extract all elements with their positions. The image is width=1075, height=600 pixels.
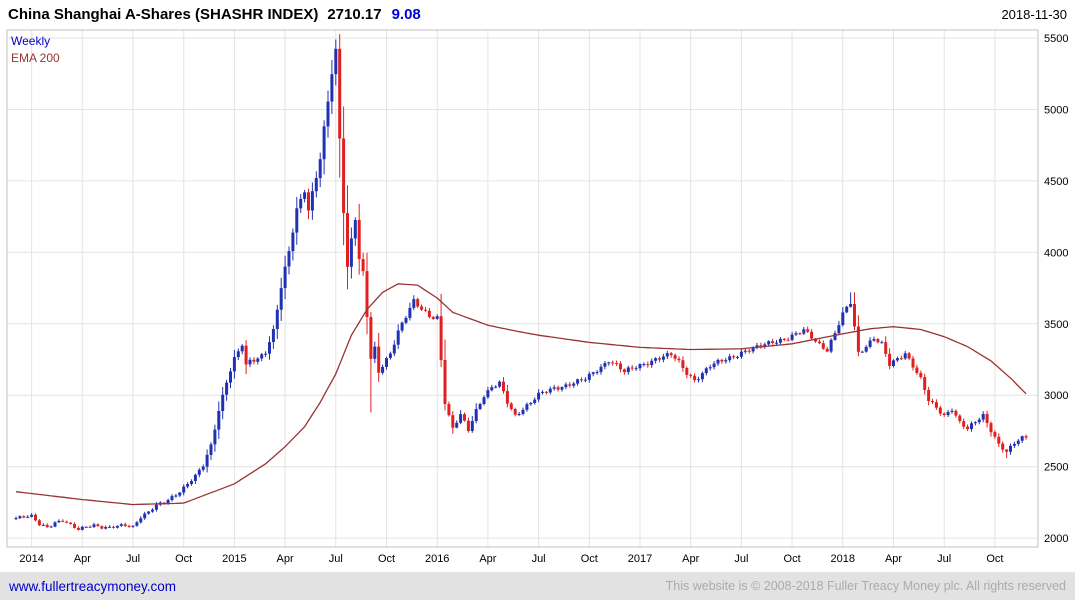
price-chart: 2000 2500 3000 3500 4000 4500 5000 5500 2014 Apr J… — [6, 29, 1068, 565]
legend-ema: EMA 200 — [11, 51, 60, 65]
candles — [14, 34, 1028, 531]
chart-title: China Shanghai A-Shares (SHASHR INDEX) — [8, 5, 319, 23]
plot-frame — [6, 29, 1039, 548]
x-tick-label: 2018 — [831, 553, 855, 565]
x-tick-label: Apr — [682, 553, 699, 565]
x-tick-label: Jul — [937, 553, 951, 565]
chart-legend: Weekly EMA 200 — [11, 33, 60, 67]
price-change: 9.08 — [391, 5, 421, 23]
ema-line — [15, 283, 1027, 506]
last-price: 2710.17 — [327, 5, 382, 23]
title-group: China Shanghai A-Shares (SHASHR INDEX) 27… — [8, 6, 421, 23]
y-tick-label: 5000 — [1044, 105, 1068, 117]
x-tick-label: Apr — [74, 553, 91, 565]
x-tick-label: 2017 — [628, 553, 652, 565]
x-tick-label: Oct — [986, 553, 1003, 565]
page-footer: www.fullertreacymoney.com This website i… — [0, 572, 1075, 600]
y-tick-label: 2000 — [1044, 533, 1068, 545]
y-tick-label: 5500 — [1044, 33, 1068, 45]
as-of-date: 2018-11-30 — [1001, 6, 1067, 22]
y-tick-label: 3500 — [1044, 319, 1068, 331]
x-tick-label: Apr — [277, 553, 294, 565]
site-link[interactable]: www.fullertreacymoney.com — [9, 578, 177, 594]
x-tick-label: 2015 — [222, 553, 246, 565]
x-tick-label: Oct — [581, 553, 598, 565]
x-tick-label: 2016 — [425, 553, 449, 565]
x-tick-label: Jul — [532, 553, 546, 565]
x-tick-label: Oct — [378, 553, 395, 565]
axis-labels: 2000 2500 3000 3500 4000 4500 5000 5500 2014 Apr J… — [19, 33, 1068, 565]
x-tick-label: Jul — [734, 553, 748, 565]
y-tick-label: 4000 — [1044, 247, 1068, 259]
chart-header: China Shanghai A-Shares (SHASHR INDEX) 27… — [0, 0, 1075, 28]
x-tick-label: Oct — [175, 553, 192, 565]
x-tick-label: Oct — [784, 553, 801, 565]
copyright-text: This website is © 2008-2018 Fuller Treac… — [665, 579, 1066, 593]
y-tick-label: 3000 — [1044, 390, 1068, 402]
y-tick-label: 4500 — [1044, 176, 1068, 188]
legend-interval: Weekly — [11, 34, 51, 48]
x-tick-label: Apr — [479, 553, 496, 565]
x-tick-label: 2014 — [19, 553, 43, 565]
y-tick-label: 2500 — [1044, 462, 1068, 474]
chart-svg: 2000 2500 3000 3500 4000 4500 5000 5500 2014 Apr J… — [6, 29, 1068, 565]
x-tick-label: Apr — [885, 553, 902, 565]
grid-lines — [7, 30, 1038, 547]
x-tick-label: Jul — [329, 553, 343, 565]
x-tick-label: Jul — [126, 553, 140, 565]
